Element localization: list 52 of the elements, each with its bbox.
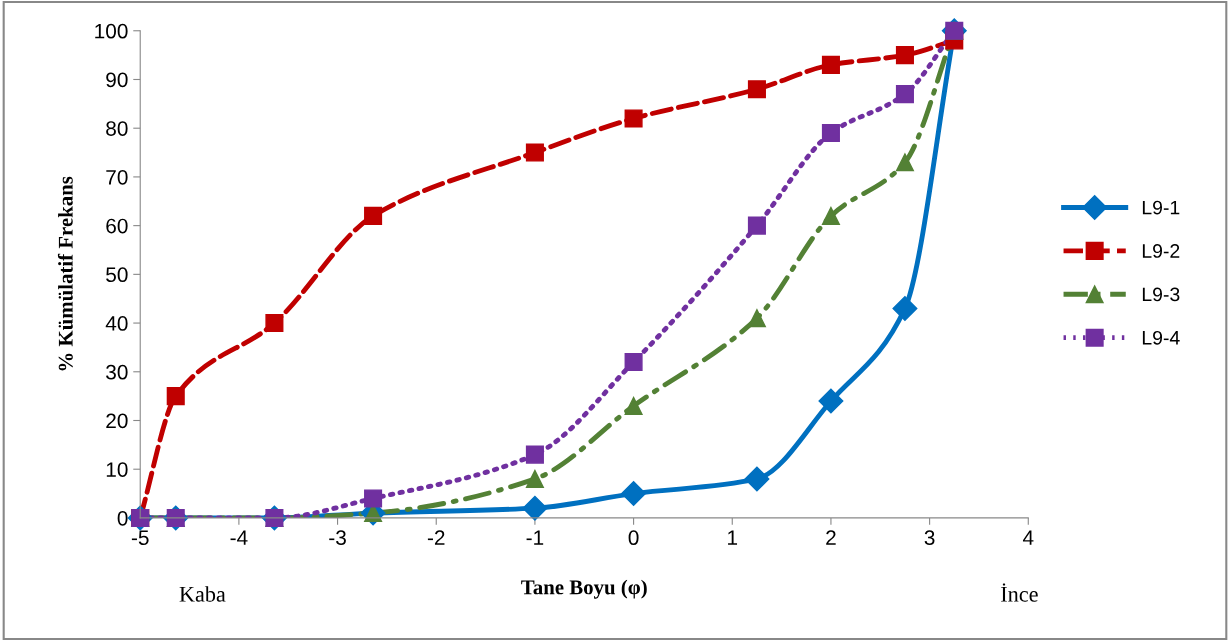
point [895, 85, 914, 104]
point [895, 46, 914, 65]
point [522, 495, 548, 521]
x-tick-label: -1 [526, 530, 544, 545]
y-tick-label: 20 [106, 413, 128, 429]
legend-label: L9-4 [1142, 330, 1180, 345]
legend-label: L9-3 [1142, 287, 1180, 302]
x-tick-label: -2 [427, 530, 445, 545]
x-tick-label: 1 [728, 530, 738, 545]
point [525, 469, 544, 488]
x-tick-label: 3 [924, 530, 935, 546]
x-tick-label: 4 [1022, 530, 1034, 545]
point [624, 109, 643, 128]
text: İnce [1001, 583, 1038, 602]
point [621, 481, 647, 507]
y-tick-label: 60 [106, 218, 128, 234]
x-tick-label: 2 [826, 530, 836, 545]
point [166, 387, 185, 406]
point [364, 206, 383, 225]
x-tick-label: -4 [230, 530, 248, 545]
point [624, 396, 643, 415]
point [895, 153, 914, 172]
point [525, 445, 544, 464]
y-axis-title: % Kümülatif Frekans [57, 176, 73, 371]
point [821, 124, 840, 143]
legend-label: L9-1 [1142, 200, 1180, 215]
y-tick-label: 40 [105, 316, 128, 331]
text: Kaba [179, 586, 226, 602]
point [747, 216, 766, 235]
x-tick-label: 0 [628, 530, 639, 546]
x-tick-label: -5 [131, 530, 149, 546]
point [265, 314, 284, 333]
x-tick-label: -3 [329, 530, 346, 546]
point [364, 489, 383, 508]
x-axis-title: Tane Boyu (φ) [521, 579, 647, 599]
point [624, 353, 643, 372]
point [892, 295, 918, 321]
point [525, 143, 544, 162]
y-tick-label: 50 [106, 267, 128, 283]
point [821, 55, 840, 74]
y-tick-label: 10 [106, 462, 128, 477]
point [747, 80, 766, 99]
y-tick-label: 0 [117, 510, 128, 526]
y-tick-label: 100 [95, 23, 128, 39]
y-tick-label: 90 [106, 72, 128, 88]
point [821, 206, 840, 225]
legend-label: L9-2 [1142, 244, 1180, 258]
point [744, 466, 770, 492]
y-tick-label: 30 [106, 364, 128, 380]
point [818, 388, 844, 414]
y-tick-label: 70 [106, 169, 128, 185]
y-tick-label: 80 [106, 121, 128, 136]
